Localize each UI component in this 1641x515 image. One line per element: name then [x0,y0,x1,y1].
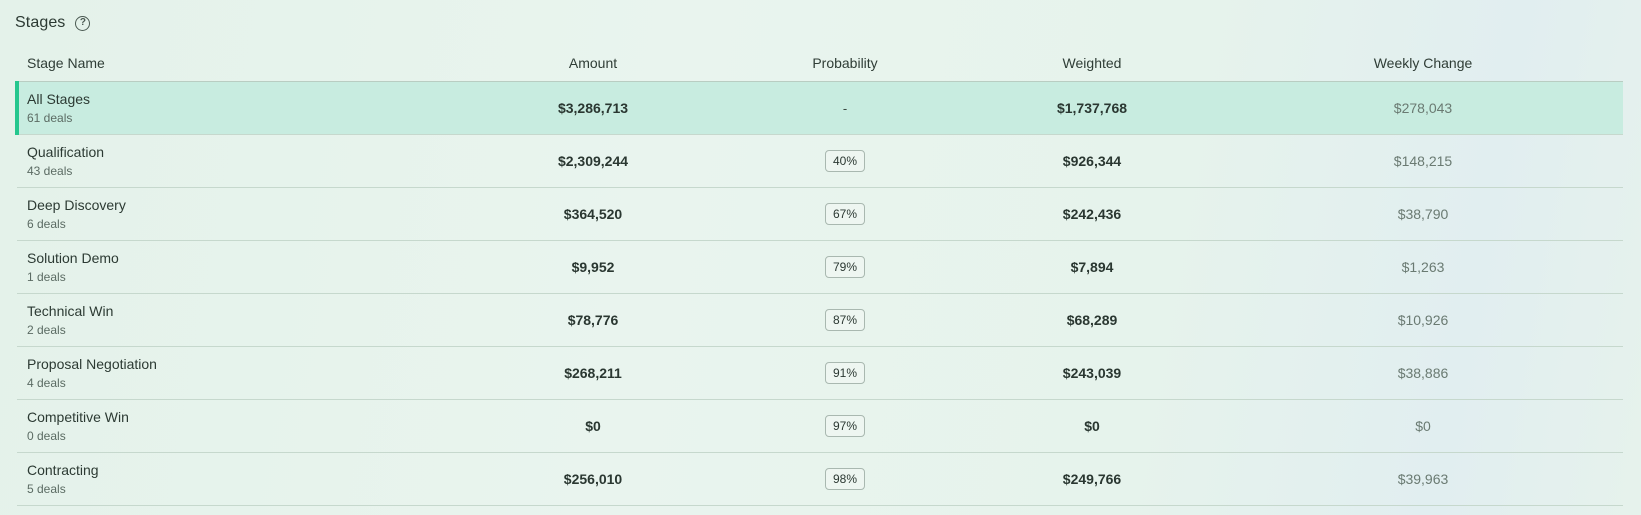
probability-badge: 67% [824,202,866,225]
panel-title: Stages [15,14,66,31]
table-row[interactable]: Technical Win 2 deals $78,776 87% $68,28… [17,293,1623,346]
weighted-cell: $249,766 [1062,470,1122,487]
column-header-weighted[interactable]: Weighted [961,45,1223,82]
table-row[interactable]: Qualification 43 deals $2,309,244 40% $9… [17,134,1623,187]
stage-name: Deep Discovery [27,196,126,213]
table-row[interactable]: Solution Demo 1 deals $9,952 79% $7,894 … [17,240,1623,293]
weighted-cell: $68,289 [1066,311,1118,328]
weekly-change-cell: $1,263 [1401,258,1445,275]
table-row[interactable]: Contracting 5 deals $256,010 98% $249,76… [17,452,1623,505]
deal-count: 61 deals [27,110,73,125]
probability-badge: 79% [824,255,866,278]
weighted-cell: $7,894 [1070,258,1114,275]
column-header-probability[interactable]: Probability [729,45,961,82]
weekly-change-cell: $38,790 [1397,205,1449,222]
probability-cell: 98% [729,452,961,505]
table-row[interactable]: Proposal Negotiation 4 deals $268,211 91… [17,346,1623,399]
weighted-cell: $0 [1084,417,1100,434]
probability-cell: 91% [729,346,961,399]
panel-header: Stages ? [15,12,91,34]
stage-name-cell: Contracting 5 deals [17,452,457,505]
probability-cell: 97% [729,399,961,452]
table-row[interactable]: Deep Discovery 6 deals $364,520 67% $242… [17,187,1623,240]
weekly-change-cell: $10,926 [1397,311,1449,328]
stage-name: Technical Win [27,302,114,319]
stage-name-cell: Technical Win 2 deals [17,293,457,346]
weekly-change-cell: $278,043 [1393,99,1453,116]
amount-cell: $364,520 [563,205,623,222]
amount-cell: $0 [585,417,601,434]
probability-cell: 40% [729,134,961,187]
weekly-change-cell: $148,215 [1393,152,1453,169]
stage-name-cell: All Stages 61 deals [15,81,457,134]
amount-cell: $268,211 [564,364,622,381]
column-header-amount[interactable]: Amount [457,45,729,82]
probability-cell: - [729,81,961,134]
probability-badge: 97% [824,414,866,437]
probability-cell: 87% [729,293,961,346]
weighted-cell: $1,737,768 [1056,99,1128,116]
amount-cell: $9,952 [571,258,615,275]
probability-badge: 98% [824,467,866,490]
amount-cell: $256,010 [563,470,623,487]
weighted-cell: $242,436 [1062,205,1122,222]
stages-table: Stage Name Amount Probability Weighted W… [15,45,1623,506]
table-header-row: Stage Name Amount Probability Weighted W… [17,45,1623,82]
stage-name-cell: Competitive Win 0 deals [17,399,457,452]
table-row[interactable]: All Stages 61 deals $3,286,713 - $1,737,… [15,81,1623,134]
deal-count: 1 deals [27,269,66,284]
weekly-change-cell: $38,886 [1397,364,1449,381]
stage-name-cell: Qualification 43 deals [17,134,457,187]
stage-name: Proposal Negotiation [27,355,157,372]
stage-name-cell: Proposal Negotiation 4 deals [17,346,457,399]
weighted-cell: $243,039 [1062,364,1122,381]
help-icon[interactable]: ? [75,15,91,31]
amount-cell: $3,286,713 [557,99,629,116]
probability-cell: 79% [729,240,961,293]
column-header-weekly-change[interactable]: Weekly Change [1223,45,1623,82]
stage-name-cell: Deep Discovery 6 deals [17,187,457,240]
stage-name: Qualification [27,143,105,160]
deal-count: 4 deals [27,375,66,390]
probability-badge: 40% [824,149,866,172]
table-row[interactable]: Competitive Win 0 deals $0 97% $0 $0 [17,399,1623,452]
deal-count: 0 deals [27,428,66,443]
stage-name: Contracting [27,461,99,478]
weighted-cell: $926,344 [1062,152,1122,169]
column-header-stage-name[interactable]: Stage Name [17,45,457,82]
probability-badge: 91% [824,361,866,384]
deal-count: 5 deals [27,481,66,496]
deal-count: 43 deals [27,163,73,178]
probability-badge: 87% [824,308,866,331]
amount-cell: $2,309,244 [557,152,629,169]
deal-count: 6 deals [27,216,66,231]
probability-value: - [842,100,848,116]
weekly-change-cell: $0 [1415,417,1431,434]
weekly-change-cell: $39,963 [1397,470,1449,487]
stage-name: All Stages [27,90,91,107]
stage-name: Competitive Win [27,408,129,425]
amount-cell: $78,776 [567,311,619,328]
deal-count: 2 deals [27,322,66,337]
stage-name: Solution Demo [27,249,119,266]
probability-cell: 67% [729,187,961,240]
stage-name-cell: Solution Demo 1 deals [17,240,457,293]
